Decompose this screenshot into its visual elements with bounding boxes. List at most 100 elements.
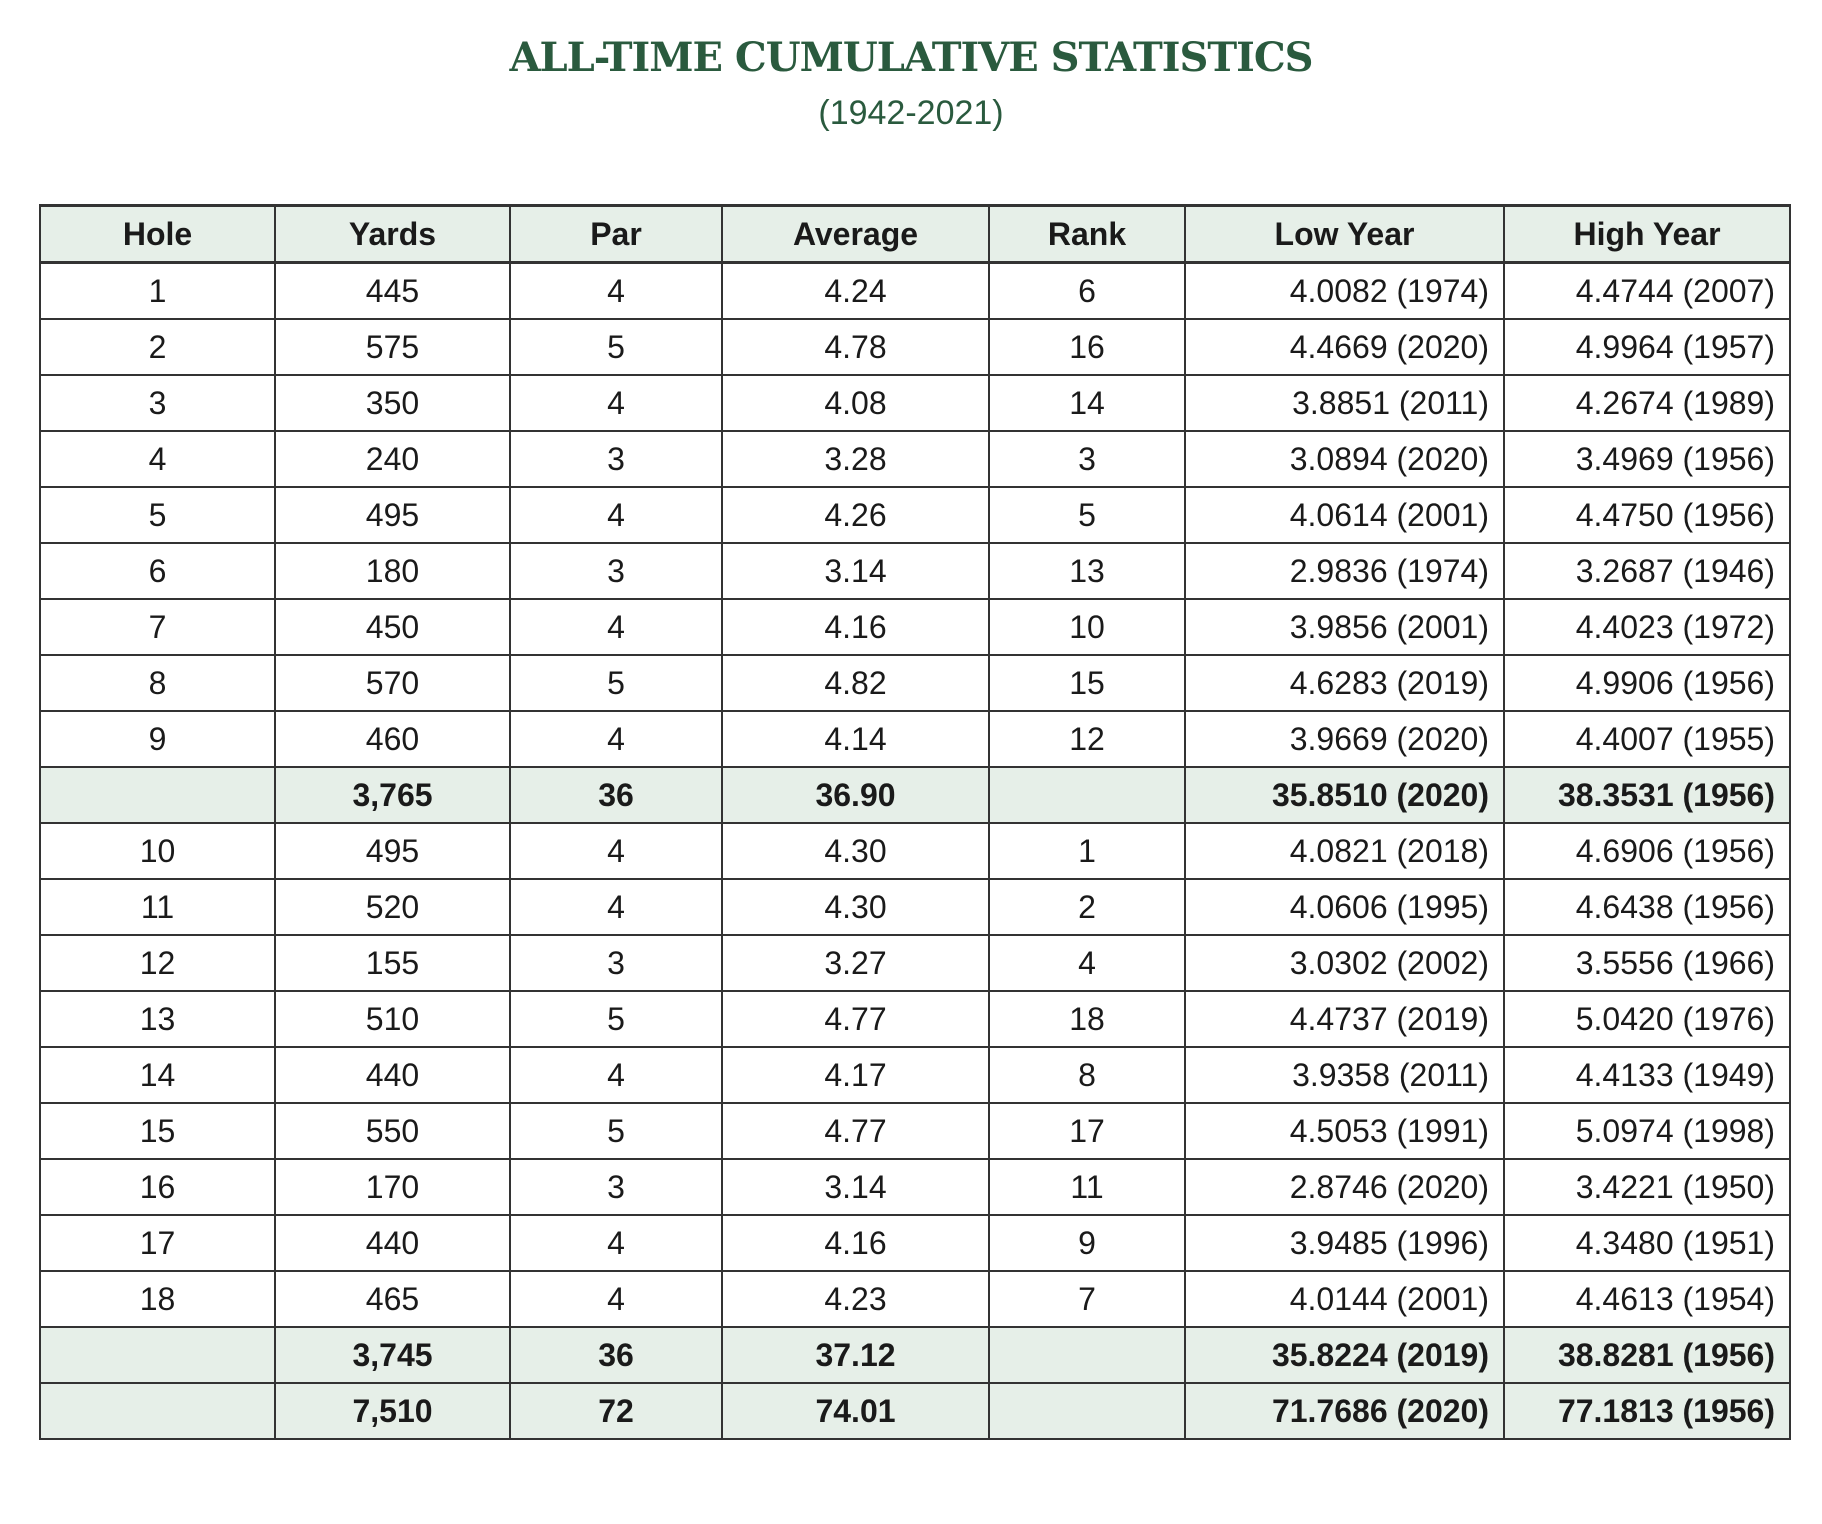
cell-rank: 15 (988, 654, 1186, 712)
cell-low-year: 2.9836 (1974) (1184, 542, 1505, 600)
cell-yards: 495 (274, 486, 511, 544)
cell-yards: 575 (274, 318, 511, 376)
cell-low-year: 4.5053 (1991) (1184, 1102, 1505, 1160)
cell-high-year: 4.6438 (1956) (1503, 878, 1791, 936)
cell-par: 4 (509, 598, 723, 656)
table-row: 8 570 5 4.82 15 4.6283 (2019) 4.9906 (1956) (39, 654, 1791, 712)
cell-high-year: 4.9906 (1956) (1503, 654, 1791, 712)
cell-hole: 12 (39, 934, 276, 992)
table-row: 11 520 4 4.30 2 4.0606 (1995) 4.6438 (1956) (39, 878, 1791, 936)
cell-hole: 1 (39, 261, 276, 320)
cell-high-year: 38.3531 (1956) (1503, 766, 1791, 824)
cell-low-year: 3.0302 (2002) (1184, 934, 1505, 992)
cell-par: 4 (509, 1270, 723, 1328)
cell-average: 74.01 (721, 1382, 990, 1440)
cell-yards: 7,510 (274, 1382, 511, 1440)
cell-average: 3.14 (721, 542, 990, 600)
cell-hole: 7 (39, 598, 276, 656)
column-header-par: Par (509, 204, 723, 264)
cell-par: 4 (509, 1214, 723, 1272)
cell-par: 4 (509, 1046, 723, 1104)
cell-par: 3 (509, 430, 723, 488)
table-row: 5 495 4 4.26 5 4.0614 (2001) 4.4750 (1956) (39, 486, 1791, 544)
cell-low-year: 4.0614 (2001) (1184, 486, 1505, 544)
table-row: 2 575 5 4.78 16 4.4669 (2020) 4.9964 (1957) (39, 318, 1791, 376)
cell-yards: 3,745 (274, 1326, 511, 1384)
cell-hole: 13 (39, 990, 276, 1048)
cell-high-year: 4.4007 (1955) (1503, 710, 1791, 768)
column-header-rank: Rank (988, 204, 1186, 264)
table-row: 14 440 4 4.17 8 3.9358 (2011) 4.4133 (1949) (39, 1046, 1791, 1104)
table-row: 16 170 3 3.14 11 2.8746 (2020) 3.4221 (1950) (39, 1158, 1791, 1216)
cell-rank: 16 (988, 318, 1186, 376)
cell-high-year: 3.2687 (1946) (1503, 542, 1791, 600)
cell-high-year: 4.3480 (1951) (1503, 1214, 1791, 1272)
cell-rank: 10 (988, 598, 1186, 656)
cell-high-year: 4.4023 (1972) (1503, 598, 1791, 656)
statistics-table: Hole Yards Par Average Rank Low Year High Year… (39, 204, 1791, 1440)
cell-hole (39, 1382, 276, 1440)
cell-yards: 570 (274, 654, 511, 712)
cell-par: 36 (509, 1326, 723, 1384)
cell-low-year: 3.9485 (1996) (1184, 1214, 1505, 1272)
cell-low-year: 2.8746 (2020) (1184, 1158, 1505, 1216)
cell-yards: 180 (274, 542, 511, 600)
cell-rank: 3 (988, 430, 1186, 488)
cell-high-year: 4.4133 (1949) (1503, 1046, 1791, 1104)
cell-low-year: 71.7686 (2020) (1184, 1382, 1505, 1440)
page-subtitle: (1942-2021) (818, 94, 1004, 132)
cell-rank: 7 (988, 1270, 1186, 1328)
cell-low-year: 3.8851 (2011) (1184, 374, 1505, 432)
cell-yards: 510 (274, 990, 511, 1048)
cell-par: 5 (509, 990, 723, 1048)
cell-average: 3.28 (721, 430, 990, 488)
cell-average: 3.27 (721, 934, 990, 992)
cell-rank: 18 (988, 990, 1186, 1048)
cell-high-year: 4.6906 (1956) (1503, 822, 1791, 880)
cell-par: 3 (509, 1158, 723, 1216)
cell-average: 4.17 (721, 1046, 990, 1104)
table-row: 7 450 4 4.16 10 3.9856 (2001) 4.4023 (1972) (39, 598, 1791, 656)
cell-rank: 5 (988, 486, 1186, 544)
table-row: 4 240 3 3.28 3 3.0894 (2020) 3.4969 (1956) (39, 430, 1791, 488)
cell-hole: 5 (39, 486, 276, 544)
table-row: 17 440 4 4.16 9 3.9485 (1996) 4.3480 (1951) (39, 1214, 1791, 1272)
cell-average: 4.26 (721, 486, 990, 544)
cell-low-year: 4.0606 (1995) (1184, 878, 1505, 936)
cell-low-year: 3.9358 (2011) (1184, 1046, 1505, 1104)
cell-yards: 465 (274, 1270, 511, 1328)
cell-yards: 460 (274, 710, 511, 768)
cell-average: 3.14 (721, 1158, 990, 1216)
cell-par: 36 (509, 766, 723, 824)
cell-yards: 3,765 (274, 766, 511, 824)
cell-par: 5 (509, 1102, 723, 1160)
cell-high-year: 5.0420 (1976) (1503, 990, 1791, 1048)
column-header-hole: Hole (39, 204, 276, 264)
cell-hole: 6 (39, 542, 276, 600)
header-row: Hole Yards Par Average Rank Low Year High Year (39, 204, 1791, 264)
table-row: 9 460 4 4.14 12 3.9669 (2020) 4.4007 (1955) (39, 710, 1791, 768)
cell-par: 3 (509, 934, 723, 992)
table-row: 6 180 3 3.14 13 2.9836 (1974) 3.2687 (1946) (39, 542, 1791, 600)
cell-average: 4.77 (721, 1102, 990, 1160)
cell-average: 4.16 (721, 1214, 990, 1272)
table-row: 3 350 4 4.08 14 3.8851 (2011) 4.2674 (1989) (39, 374, 1791, 432)
cell-high-year: 3.4969 (1956) (1503, 430, 1791, 488)
cell-rank: 13 (988, 542, 1186, 600)
cell-high-year: 4.2674 (1989) (1503, 374, 1791, 432)
cell-low-year: 4.6283 (2019) (1184, 654, 1505, 712)
cell-low-year: 4.0821 (2018) (1184, 822, 1505, 880)
cell-par: 3 (509, 542, 723, 600)
cell-par: 4 (509, 486, 723, 544)
cell-average: 4.23 (721, 1270, 990, 1328)
cell-yards: 155 (274, 934, 511, 992)
cell-high-year: 4.4744 (2007) (1503, 261, 1791, 320)
cell-average: 4.24 (721, 261, 990, 320)
cell-rank: 4 (988, 934, 1186, 992)
cell-yards: 495 (274, 822, 511, 880)
total-row: 3,745 36 37.12 35.8224 (2019) 38.8281 (1956) (39, 1326, 1791, 1384)
cell-rank: 14 (988, 374, 1186, 432)
cell-rank (988, 766, 1186, 824)
cell-average: 4.08 (721, 374, 990, 432)
cell-rank: 1 (988, 822, 1186, 880)
